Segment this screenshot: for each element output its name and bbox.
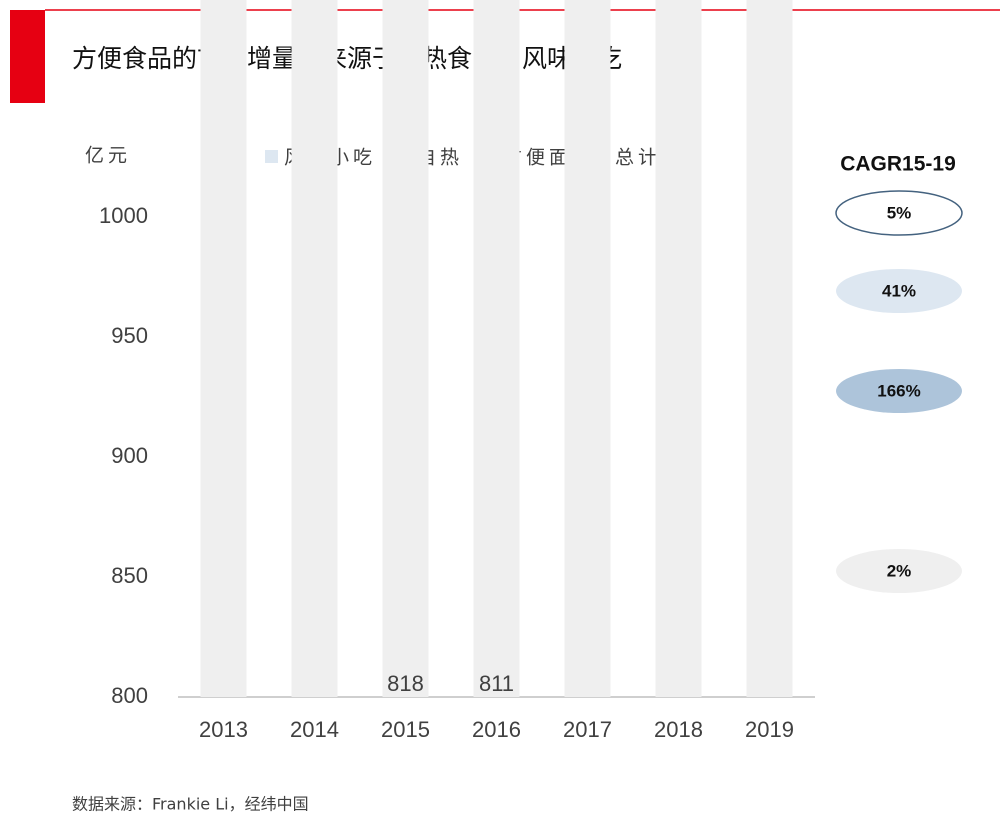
x-tick-label: 2017 xyxy=(563,717,612,742)
y-axis-label: 亿元 xyxy=(85,145,131,167)
x-tick-label: 2013 xyxy=(199,717,248,742)
y-tick-label: 850 xyxy=(111,563,148,588)
bar-segment xyxy=(746,0,793,697)
y-tick-label: 900 xyxy=(111,443,148,468)
cagr-ellipse xyxy=(836,549,962,593)
bar-segment xyxy=(200,0,247,697)
chart-title: 方便食品的市场增量，来源于自热食品与风味小吃 xyxy=(72,44,622,73)
x-tick-label: 2019 xyxy=(745,717,794,742)
y-tick-label: 1000 xyxy=(99,203,148,228)
bar-segment xyxy=(382,0,429,697)
y-tick-label: 950 xyxy=(111,323,148,348)
bar-segment xyxy=(291,0,338,697)
accent-bar xyxy=(10,10,45,103)
cagr-ellipse xyxy=(836,369,962,413)
cagr-label: 2% xyxy=(887,561,912,580)
x-tick-label: 2018 xyxy=(654,717,703,742)
bar-segment xyxy=(655,0,702,697)
cagr-label: 5% xyxy=(887,203,912,222)
x-tick-label: 2016 xyxy=(472,717,521,742)
y-tick-label: 800 xyxy=(111,683,148,708)
cagr-label: 41% xyxy=(882,281,916,300)
cagr-ellipse xyxy=(835,190,963,236)
legend-swatch xyxy=(265,150,278,163)
x-tick-label: 2015 xyxy=(381,717,430,742)
cagr-ellipse xyxy=(836,269,962,313)
data-label: 811 xyxy=(479,671,514,696)
source: 数据来源：Frankie Li，经纬中国 xyxy=(72,795,309,814)
cagr-title: CAGR15-19 xyxy=(840,153,956,176)
bar-segment xyxy=(564,0,611,697)
bar-segment xyxy=(473,0,520,697)
cagr-label: 166% xyxy=(877,381,920,400)
x-tick-label: 2014 xyxy=(290,717,339,742)
data-label: 818 xyxy=(387,671,424,696)
legend-label: 总计 xyxy=(615,147,661,169)
